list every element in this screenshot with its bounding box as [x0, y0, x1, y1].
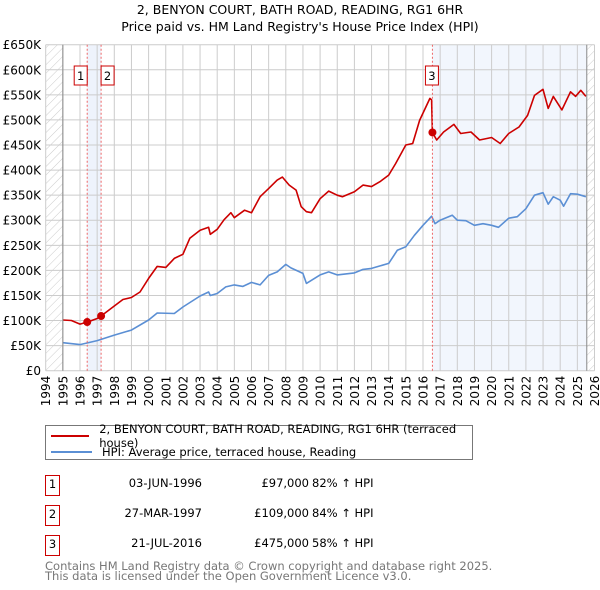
y-tick-label: £200K: [3, 264, 43, 278]
sale-number-badge: 2: [45, 505, 60, 526]
sale-label: 2: [104, 69, 111, 83]
y-tick-label: £50K: [10, 339, 42, 353]
legend-label: HPI: Average price, terraced house, Read…: [102, 445, 357, 459]
sale-label: 3: [428, 69, 435, 83]
x-tick-label: 2015: [399, 376, 413, 407]
x-tick-label: 2012: [348, 376, 362, 407]
sale-price: £475,000: [254, 536, 309, 550]
sale-period-shading: [432, 44, 587, 371]
sale-point: [97, 312, 106, 321]
x-tick-label: 1996: [74, 376, 88, 407]
x-tick-label: 2014: [382, 376, 396, 407]
x-tick-label: 2008: [279, 376, 293, 407]
sale-number-badge: 1: [45, 475, 60, 496]
x-tick-label: 2001: [159, 376, 173, 407]
y-tick-label: £100K: [3, 314, 43, 328]
sale-label: 1: [77, 69, 84, 83]
legend-item-hpi: HPI: Average price, terraced house, Read…: [46, 444, 356, 460]
x-tick-label: 2022: [519, 376, 533, 407]
sale-label-box: [424, 65, 439, 86]
y-tick-label: £150K: [3, 289, 43, 303]
hpi-line: [62, 191, 587, 346]
sale-row: 3 21-JUL-2016 £475,000 58% ↑ HPI: [45, 535, 445, 556]
footer-copyright: Contains HM Land Registry data © Crown c…: [45, 559, 493, 573]
y-tick-label: £400K: [3, 164, 43, 178]
sale-date: 21-JUL-2016: [131, 536, 202, 550]
sale-hpi-comparison: 84% ↑ HPI: [312, 506, 374, 520]
x-tick-label: 1995: [56, 376, 70, 407]
x-tick-label: 1998: [108, 376, 122, 407]
y-tick-label: £500K: [3, 113, 43, 127]
sale-date: 03-JUN-1996: [128, 476, 202, 490]
x-tick-label: 1997: [91, 376, 105, 407]
x-tick-label: 2019: [468, 376, 482, 407]
footer-licence: This data is licensed under the Open Gov…: [45, 569, 412, 583]
sale-hpi-comparison: 82% ↑ HPI: [312, 476, 374, 490]
legend: 2, BENYON COURT, BATH ROAD, READING, RG1…: [45, 422, 473, 460]
sale-date: 27-MAR-1997: [124, 506, 202, 520]
x-tick-label: 2006: [245, 376, 259, 407]
x-tick-label: 2002: [176, 376, 190, 407]
y-tick-label: £600K: [3, 63, 43, 77]
x-tick-label: 2023: [537, 376, 551, 407]
y-tick-label: £250K: [3, 239, 43, 253]
x-tick-label: 2016: [417, 376, 431, 407]
sale-row: 2 27-MAR-1997 £109,000 84% ↑ HPI: [45, 505, 445, 526]
y-tick-label: £550K: [3, 88, 43, 102]
sale-label-box: [100, 65, 115, 86]
sale-number-badge: 3: [45, 535, 60, 556]
legend-item-property: 2, BENYON COURT, BATH ROAD, READING, RG1…: [46, 422, 472, 450]
x-tick-label: 1994: [39, 376, 53, 407]
no-data-region: [45, 44, 63, 371]
no-data-region: [586, 44, 595, 371]
sale-label-box: [73, 65, 88, 86]
y-tick-label: £650K: [3, 38, 43, 52]
x-tick-label: 2003: [194, 376, 208, 407]
y-tick-label: £300K: [3, 214, 43, 228]
x-tick-label: 2025: [571, 376, 585, 407]
sale-price: £109,000: [254, 506, 309, 520]
x-tick-label: 2010: [314, 376, 328, 407]
sale-point: [428, 128, 437, 137]
x-tick-label: 2018: [451, 376, 465, 407]
legend-swatch-red: [51, 435, 90, 437]
x-tick-label: 2020: [485, 376, 499, 407]
x-tick-label: 2011: [331, 376, 345, 407]
sale-row: 1 03-JUN-1996 £97,000 82% ↑ HPI: [45, 475, 445, 496]
x-tick-label: 2024: [554, 376, 568, 407]
x-tick-label: 2026: [588, 376, 600, 407]
y-tick-label: £350K: [3, 189, 43, 203]
chart-title: 2, BENYON COURT, BATH ROAD, READING, RG1…: [137, 2, 464, 17]
sale-price: £97,000: [261, 476, 309, 490]
x-tick-label: 2021: [502, 376, 516, 407]
x-tick-label: 2005: [228, 376, 242, 407]
property-price-line: [62, 88, 587, 325]
sale-hpi-comparison: 58% ↑ HPI: [312, 536, 374, 550]
x-tick-label: 2007: [262, 376, 276, 407]
chart-subtitle: Price paid vs. HM Land Registry's House …: [121, 19, 478, 34]
y-tick-label: £0: [26, 364, 41, 378]
x-tick-label: 2000: [142, 376, 156, 407]
x-tick-label: 1999: [125, 376, 139, 407]
price-chart: 2, BENYON COURT, BATH ROAD, READING, RG1…: [3, 2, 600, 407]
x-tick-label: 2013: [365, 376, 379, 407]
legend-label: 2, BENYON COURT, BATH ROAD, READING, RG1…: [99, 422, 457, 450]
sale-point: [83, 318, 92, 327]
x-tick-label: 2017: [434, 376, 448, 407]
legend-swatch-blue: [51, 451, 92, 453]
x-tick-label: 2009: [296, 376, 310, 407]
x-tick-label: 2004: [211, 376, 225, 407]
y-tick-label: £450K: [3, 139, 43, 153]
